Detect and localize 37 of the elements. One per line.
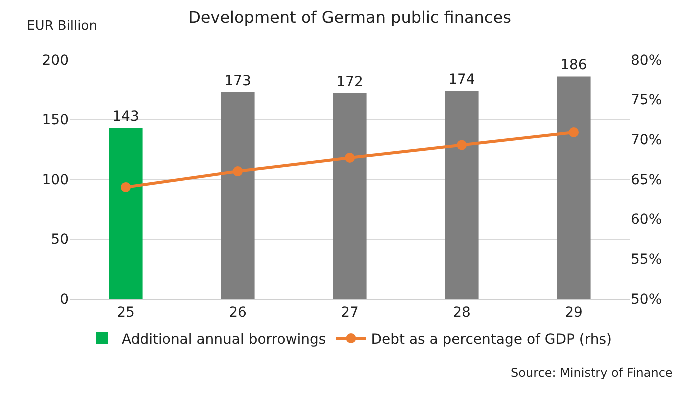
y-axis-title: EUR Billion bbox=[27, 19, 98, 34]
y2-tick-label: 75% bbox=[631, 92, 662, 109]
bar bbox=[445, 91, 479, 299]
y-tick-label: 0 bbox=[60, 292, 69, 308]
y-tick-label: 50 bbox=[51, 232, 69, 248]
y2-tick-label: 50% bbox=[631, 292, 662, 308]
y2-tick-label: 65% bbox=[631, 172, 662, 188]
data-label: 174 bbox=[448, 72, 476, 88]
source-note: Source: Ministry of Finance bbox=[511, 366, 673, 380]
data-label: 172 bbox=[336, 74, 364, 90]
point bbox=[569, 128, 579, 138]
bar bbox=[333, 93, 367, 299]
y-tick-label: 150 bbox=[42, 112, 69, 129]
data-label: 186 bbox=[560, 58, 588, 74]
data-label: 143 bbox=[112, 109, 140, 126]
point bbox=[345, 152, 355, 163]
chart-title: Development of German public finances bbox=[188, 8, 512, 28]
y-tick-label: 200 bbox=[42, 52, 69, 69]
point bbox=[233, 166, 243, 177]
x-tick-label: 28 bbox=[453, 304, 471, 321]
point bbox=[121, 182, 131, 192]
y2-tick-label: 70% bbox=[631, 132, 662, 149]
point bbox=[457, 140, 467, 150]
legend-label: Additional annual borrowings bbox=[122, 332, 326, 348]
data-label: 173 bbox=[224, 73, 252, 90]
bar bbox=[109, 128, 143, 299]
bar bbox=[557, 76, 591, 299]
y2-tick-label: 55% bbox=[631, 252, 662, 268]
legend-label: Debt as a percentage of GDP (rhs) bbox=[371, 332, 612, 348]
x-tick-label: 25 bbox=[117, 304, 135, 321]
x-tick-label: 26 bbox=[229, 304, 247, 321]
y2-tick-label: 60% bbox=[631, 212, 662, 228]
y-tick-label: 100 bbox=[42, 172, 69, 188]
y2-tick-label: 80% bbox=[631, 52, 662, 69]
x-tick-label: 29 bbox=[565, 304, 583, 321]
x-tick-label: 27 bbox=[341, 304, 359, 321]
bar bbox=[221, 92, 255, 299]
